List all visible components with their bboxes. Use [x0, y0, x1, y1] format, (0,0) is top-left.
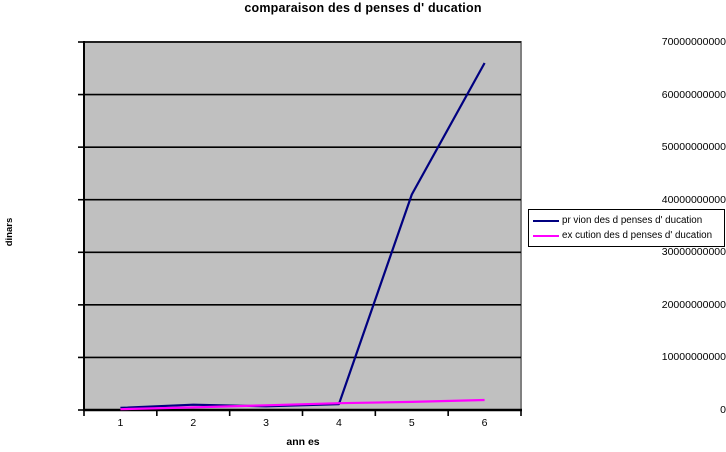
x-tick-label: 5	[408, 417, 415, 429]
chart-title: comparaison des d penses d' ducation	[244, 1, 482, 15]
y-tick-label: 0	[720, 404, 726, 416]
y-tick-label: 70000000000	[661, 36, 726, 48]
y-tick-label: 30000000000	[661, 246, 726, 259]
legend-label: ex cution des d penses d' ducation	[562, 230, 713, 241]
legend-line-swatch	[533, 234, 559, 237]
legend: pr vion des d penses d' ducation ex cutio…	[528, 209, 725, 247]
plot-area	[83, 41, 522, 411]
y-tick-label: 10000000000	[661, 351, 726, 364]
series-line-2	[120, 398, 485, 411]
x-tick-label: 2	[190, 417, 197, 429]
y-tick-label: 40000000000	[661, 193, 726, 206]
legend-label: pr vion des d penses d' ducation	[562, 215, 703, 226]
x-tick-label: 3	[263, 417, 269, 429]
legend-item: pr vion des d penses d' ducation	[533, 213, 721, 228]
x-tick-label: 1	[117, 417, 124, 429]
x-tick-label: 4	[335, 417, 342, 429]
y-tick-label: 50000000000	[661, 141, 726, 154]
y-tick-label: 60000000000	[661, 88, 726, 101]
x-axis-title: ann es	[286, 436, 320, 448]
y-tick-label: 20000000000	[661, 298, 726, 311]
legend-line-swatch	[533, 219, 559, 222]
y-axis-title: dinars	[4, 217, 15, 247]
legend-item: ex cution des d penses d' ducation	[533, 228, 721, 243]
x-tick-label: 6	[481, 417, 488, 429]
